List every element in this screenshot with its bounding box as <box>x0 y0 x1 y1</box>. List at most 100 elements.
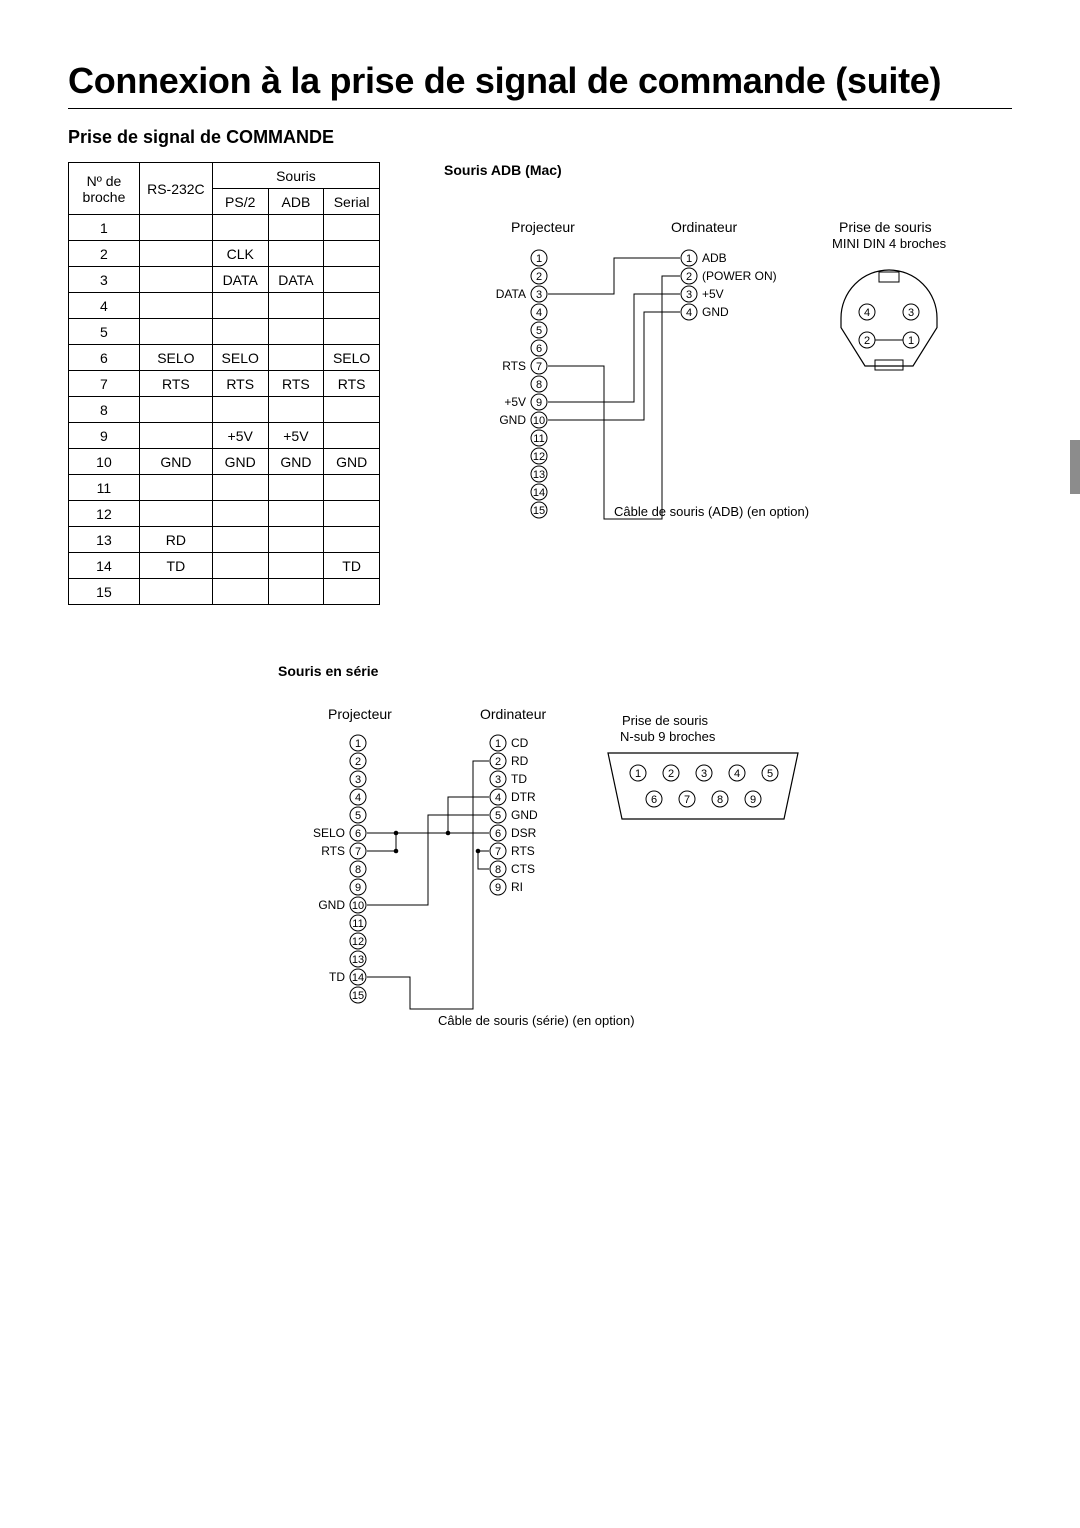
table-cell <box>268 319 324 345</box>
table-cell: 2 <box>69 241 140 267</box>
adb-diagram: ProjecteurOrdinateurPrise de sourisMINI … <box>444 178 1004 558</box>
table-cell <box>324 241 380 267</box>
table-cell <box>268 293 324 319</box>
table-cell <box>268 397 324 423</box>
svg-text:DTR: DTR <box>511 790 536 804</box>
svg-text:3: 3 <box>686 289 692 301</box>
table-cell <box>324 423 380 449</box>
side-tab <box>1070 440 1080 494</box>
table-cell <box>324 527 380 553</box>
table-cell: SELO <box>212 345 268 371</box>
svg-text:1: 1 <box>536 253 542 265</box>
section-subtitle: Prise de signal de COMMANDE <box>68 127 1012 148</box>
svg-text:GND: GND <box>318 898 345 912</box>
svg-text:7: 7 <box>355 846 361 858</box>
table-cell <box>139 579 212 605</box>
table-cell <box>212 215 268 241</box>
table-cell: 14 <box>69 553 140 579</box>
svg-text:10: 10 <box>533 415 545 427</box>
svg-text:GND: GND <box>499 413 526 427</box>
th-ps2: PS/2 <box>212 189 268 215</box>
svg-text:11: 11 <box>533 433 544 445</box>
svg-text:5: 5 <box>355 810 361 822</box>
svg-text:9: 9 <box>355 882 361 894</box>
svg-text:7: 7 <box>684 794 690 806</box>
svg-text:1: 1 <box>495 738 501 750</box>
table-cell <box>139 293 212 319</box>
svg-text:DSR: DSR <box>511 826 537 840</box>
table-cell <box>139 241 212 267</box>
svg-text:5: 5 <box>495 810 501 822</box>
th-adb: ADB <box>268 189 324 215</box>
table-cell: RD <box>139 527 212 553</box>
table-cell: TD <box>139 553 212 579</box>
page-number <box>1033 1491 1052 1512</box>
table-cell: DATA <box>268 267 324 293</box>
table-cell <box>268 553 324 579</box>
table-cell: 12 <box>69 501 140 527</box>
table-cell: 3 <box>69 267 140 293</box>
svg-text:3: 3 <box>536 289 542 301</box>
svg-text:4: 4 <box>355 792 361 804</box>
table-cell: +5V <box>268 423 324 449</box>
svg-text:12: 12 <box>352 936 364 948</box>
svg-text:RTS: RTS <box>511 844 535 858</box>
svg-text:Câble de souris (ADB) (en opti: Câble de souris (ADB) (en option) <box>614 504 809 519</box>
svg-text:2: 2 <box>355 756 361 768</box>
table-cell: 6 <box>69 345 140 371</box>
table-cell <box>139 423 212 449</box>
svg-text:5: 5 <box>536 325 542 337</box>
svg-text:13: 13 <box>352 954 364 966</box>
table-cell <box>324 501 380 527</box>
svg-text:RI: RI <box>511 880 523 894</box>
table-cell: 9 <box>69 423 140 449</box>
svg-text:10: 10 <box>352 900 364 912</box>
table-cell <box>268 215 324 241</box>
svg-text:2: 2 <box>495 756 501 768</box>
table-cell <box>324 319 380 345</box>
table-cell <box>212 319 268 345</box>
svg-text:GND: GND <box>702 305 729 319</box>
svg-text:+5V: +5V <box>504 395 526 409</box>
svg-text:GND: GND <box>511 808 538 822</box>
svg-text:Projecteur: Projecteur <box>511 219 575 235</box>
table-cell <box>268 579 324 605</box>
svg-text:MINI DIN 4 broches: MINI DIN 4 broches <box>832 236 947 251</box>
svg-text:CTS: CTS <box>511 862 535 876</box>
svg-text:13: 13 <box>533 469 545 481</box>
svg-text:8: 8 <box>355 864 361 876</box>
table-cell <box>324 215 380 241</box>
table-cell <box>139 501 212 527</box>
svg-text:9: 9 <box>536 397 542 409</box>
svg-text:15: 15 <box>352 990 364 1002</box>
svg-text:6: 6 <box>495 828 501 840</box>
table-cell: DATA <box>212 267 268 293</box>
svg-text:8: 8 <box>495 864 501 876</box>
svg-text:4: 4 <box>864 307 870 319</box>
svg-text:2: 2 <box>864 335 870 347</box>
svg-text:8: 8 <box>536 379 542 391</box>
svg-text:12: 12 <box>533 451 545 463</box>
table-cell <box>212 293 268 319</box>
svg-text:Câble de souris (série) (en op: Câble de souris (série) (en option) <box>438 1013 635 1028</box>
table-cell <box>212 501 268 527</box>
th-souris: Souris <box>212 163 379 189</box>
svg-text:DATA: DATA <box>496 287 526 301</box>
svg-text:RTS: RTS <box>502 359 526 373</box>
th-nb: Nº de broche <box>69 163 140 215</box>
table-cell: +5V <box>212 423 268 449</box>
table-cell: 8 <box>69 397 140 423</box>
svg-text:4: 4 <box>686 307 692 319</box>
svg-text:Ordinateur: Ordinateur <box>671 219 737 235</box>
svg-text:1: 1 <box>635 768 641 780</box>
svg-text:2: 2 <box>686 271 692 283</box>
table-cell <box>212 397 268 423</box>
table-cell <box>268 475 324 501</box>
svg-text:1: 1 <box>686 253 692 265</box>
svg-text:6: 6 <box>651 794 657 806</box>
svg-text:ADB: ADB <box>702 251 727 265</box>
table-cell <box>324 397 380 423</box>
svg-text:11: 11 <box>352 918 363 930</box>
svg-text:4: 4 <box>734 768 740 780</box>
svg-text:(POWER ON): (POWER ON) <box>702 269 777 283</box>
